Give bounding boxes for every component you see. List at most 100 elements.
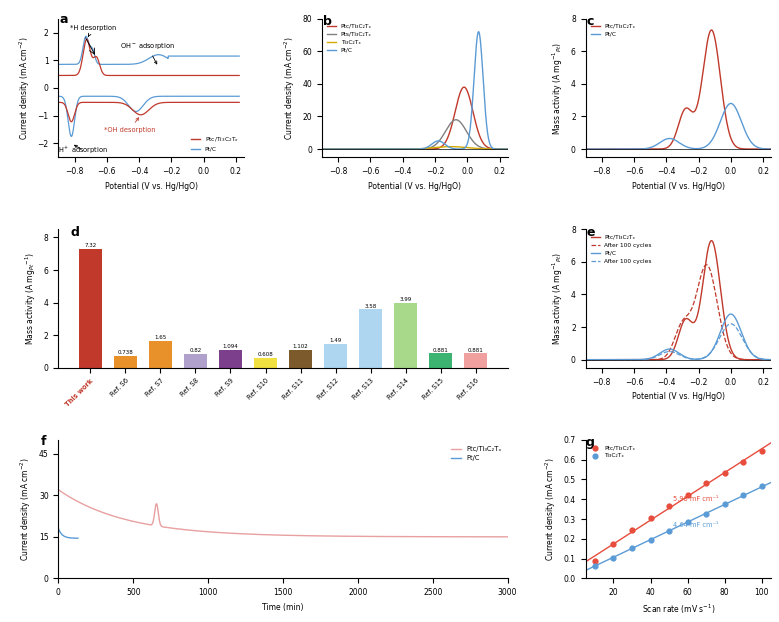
- Ptc/Ti₃C₂Tₓ: [446, 533, 455, 541]
- Pts/Ti₃C₂Tₓ: [403, 146, 412, 153]
- Legend: Ptc/Ti₃C₂Tₓ, Pt/C: Ptc/Ti₃C₂Tₓ, Pt/C: [448, 443, 504, 464]
- Text: 0.608: 0.608: [258, 352, 273, 357]
- Ptc/Ti₃C₂Tₓ: [403, 146, 412, 153]
- Pt/C: [474, 28, 483, 35]
- Text: 7.32: 7.32: [84, 243, 97, 248]
- Ptc/Ti₃C₂Tₓ: [767, 356, 776, 363]
- Ptc/Ti₃C₂Tₓ: [132, 518, 141, 526]
- Text: c: c: [587, 15, 594, 28]
- After 100 cycles: [767, 356, 776, 363]
- Text: a: a: [59, 13, 68, 26]
- Text: 3.58: 3.58: [365, 304, 377, 309]
- Legend: Ptc/Ti₃C₂Tₓ, Ti₃C₂Tₓ: Ptc/Ti₃C₂Tₓ, Ti₃C₂Tₓ: [588, 443, 637, 460]
- Ptc/Ti₃C₂Tₓ: [503, 146, 513, 153]
- Ptc/Ti₃C₂Tₓ: [626, 525, 638, 535]
- Ptc/Ti₃C₂Tₓ: [761, 356, 770, 363]
- Ptc/Ti₃C₂Tₓ: [407, 146, 417, 153]
- Line: Pts/Ti₃C₂Tₓ: Pts/Ti₃C₂Tₓ: [322, 119, 508, 149]
- Y-axis label: Current density (mA cm$^{-2}$): Current density (mA cm$^{-2}$): [544, 457, 559, 561]
- Ptc/Ti₃C₂Tₓ: [498, 146, 507, 153]
- Ti₃C₂Tₓ: [589, 560, 601, 570]
- X-axis label: Potential (V vs. Hg/HgO): Potential (V vs. Hg/HgO): [368, 182, 461, 190]
- Ptc/Ti₃C₂Tₓ: [245, 531, 255, 538]
- Text: *H desorption: *H desorption: [70, 25, 116, 36]
- Text: 5.98 mF cm⁻¹: 5.98 mF cm⁻¹: [673, 496, 718, 502]
- Pt/C: [767, 146, 776, 153]
- Pt/C: [671, 137, 681, 144]
- Pt/C: [55, 527, 64, 534]
- Bar: [464, 353, 487, 368]
- Pt/C: [761, 356, 770, 363]
- Bar: [394, 303, 417, 368]
- Pt/C: [54, 525, 63, 532]
- Ptc/Ti₃C₂Tₓ: [707, 237, 716, 244]
- Ptc/Ti₃C₂Tₓ: [105, 511, 115, 519]
- Pt/C: [73, 534, 83, 542]
- Ptc/Ti₃C₂Tₓ: [494, 533, 503, 541]
- Pt/C: [72, 534, 81, 542]
- Pt/C: [503, 146, 513, 153]
- Pt/C: [498, 146, 507, 153]
- After 100 cycles: [671, 350, 681, 357]
- Legend: Ptc/Ti₃C₂Tₓ, Pt/C: Ptc/Ti₃C₂Tₓ, Pt/C: [588, 22, 637, 39]
- Line: Ptc/Ti₃C₂Tₓ: Ptc/Ti₃C₂Tₓ: [322, 87, 508, 149]
- Text: 1.65: 1.65: [154, 335, 167, 340]
- Pt/C: [666, 135, 675, 142]
- After 100 cycles: [761, 356, 770, 363]
- Text: e: e: [587, 226, 595, 239]
- Ptc/Ti₃C₂Tₓ: [761, 146, 770, 153]
- Pt/C: [317, 146, 326, 153]
- Line: Pt/C: Pt/C: [586, 314, 771, 360]
- Y-axis label: Mass activity (A mg$_{Pt}$$^{-1}$): Mass activity (A mg$_{Pt}$$^{-1}$): [24, 252, 38, 345]
- Pt/C: [727, 310, 736, 318]
- Text: g: g: [586, 436, 594, 449]
- Text: 0.881: 0.881: [468, 348, 484, 353]
- Pt/C: [590, 146, 600, 153]
- Line: After 100 cycles: After 100 cycles: [586, 265, 771, 360]
- Text: 3.99: 3.99: [400, 297, 412, 302]
- Line: Pt/C: Pt/C: [58, 529, 78, 538]
- Ptc/Ti₃C₂Tₓ: [460, 83, 469, 91]
- Ptc/Ti₃C₂Tₓ: [663, 501, 675, 511]
- After 100 cycles: [767, 356, 776, 363]
- Pt/C: [59, 532, 69, 539]
- Ti₃C₂Tₓ: [327, 146, 337, 153]
- After 100 cycles: [581, 356, 590, 363]
- Ptc/Ti₃C₂Tₓ: [589, 555, 601, 565]
- Text: 0.881: 0.881: [433, 348, 449, 353]
- After 100 cycles: [581, 356, 590, 363]
- Line: After 100 cycles: After 100 cycles: [586, 324, 771, 360]
- Ptc/Ti₃C₂Tₓ: [464, 90, 473, 98]
- Ptc/Ti₃C₂Tₓ: [718, 468, 731, 478]
- Line: Ptc/Ti₃C₂Tₓ: Ptc/Ti₃C₂Tₓ: [586, 241, 771, 360]
- Ptc/Ti₃C₂Tₓ: [590, 146, 600, 153]
- Y-axis label: Mass activity (A mg$^{-1}$$_{Pt}$): Mass activity (A mg$^{-1}$$_{Pt}$): [551, 41, 566, 134]
- After 100 cycles: [726, 320, 735, 328]
- Ptc/Ti₃C₂Tₓ: [671, 129, 681, 137]
- Text: 1.49: 1.49: [330, 338, 342, 343]
- After 100 cycles: [702, 261, 711, 269]
- Pt/C: [761, 145, 770, 152]
- Pt/C: [590, 356, 600, 363]
- Ptc/Ti₃C₂Tₓ: [590, 356, 600, 363]
- Ptc/Ti₃C₂Tₓ: [666, 351, 675, 358]
- X-axis label: Potential (V vs. Hg/HgO): Potential (V vs. Hg/HgO): [632, 182, 725, 190]
- After 100 cycles: [727, 320, 736, 328]
- Pt/C: [726, 100, 735, 107]
- Ptc/Ti₃C₂Tₓ: [707, 26, 716, 34]
- Bar: [324, 343, 347, 368]
- Pt/C: [726, 310, 735, 318]
- Y-axis label: Mass activity (A mg$^{-1}$$_{Pt}$): Mass activity (A mg$^{-1}$$_{Pt}$): [551, 252, 566, 345]
- Pt/C: [55, 527, 65, 535]
- Ti₃C₂Tₓ: [317, 146, 326, 153]
- Pts/Ti₃C₂Tₓ: [498, 146, 507, 153]
- Pt/C: [761, 145, 770, 152]
- Pts/Ti₃C₂Tₓ: [327, 146, 337, 153]
- Ptc/Ti₃C₂Tₓ: [727, 137, 736, 144]
- Pt/C: [403, 146, 412, 153]
- Ti₃C₂Tₓ: [682, 517, 694, 527]
- After 100 cycles: [727, 351, 736, 358]
- Pts/Ti₃C₂Tₓ: [464, 131, 473, 138]
- Pt/C: [581, 356, 590, 363]
- Pts/Ti₃C₂Tₓ: [503, 146, 513, 153]
